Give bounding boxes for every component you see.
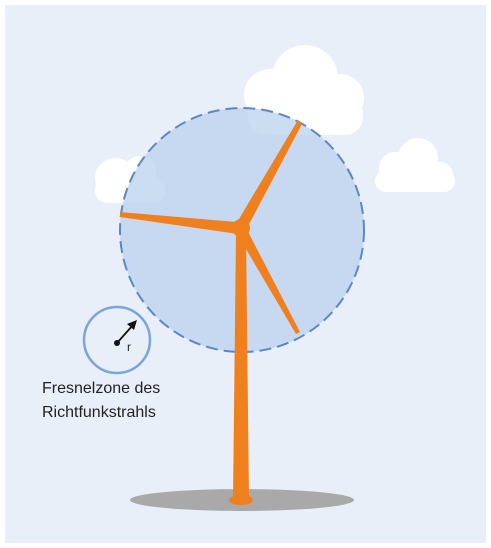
radius-label: r <box>127 340 131 354</box>
tower-base <box>229 495 253 505</box>
illustration: r Fresnelzone des Richtfunkstrahls <box>0 0 491 548</box>
caption-line: Richtfunkstrahls <box>42 404 156 421</box>
caption-line: Fresnelzone des <box>42 380 160 397</box>
hub <box>232 219 250 237</box>
